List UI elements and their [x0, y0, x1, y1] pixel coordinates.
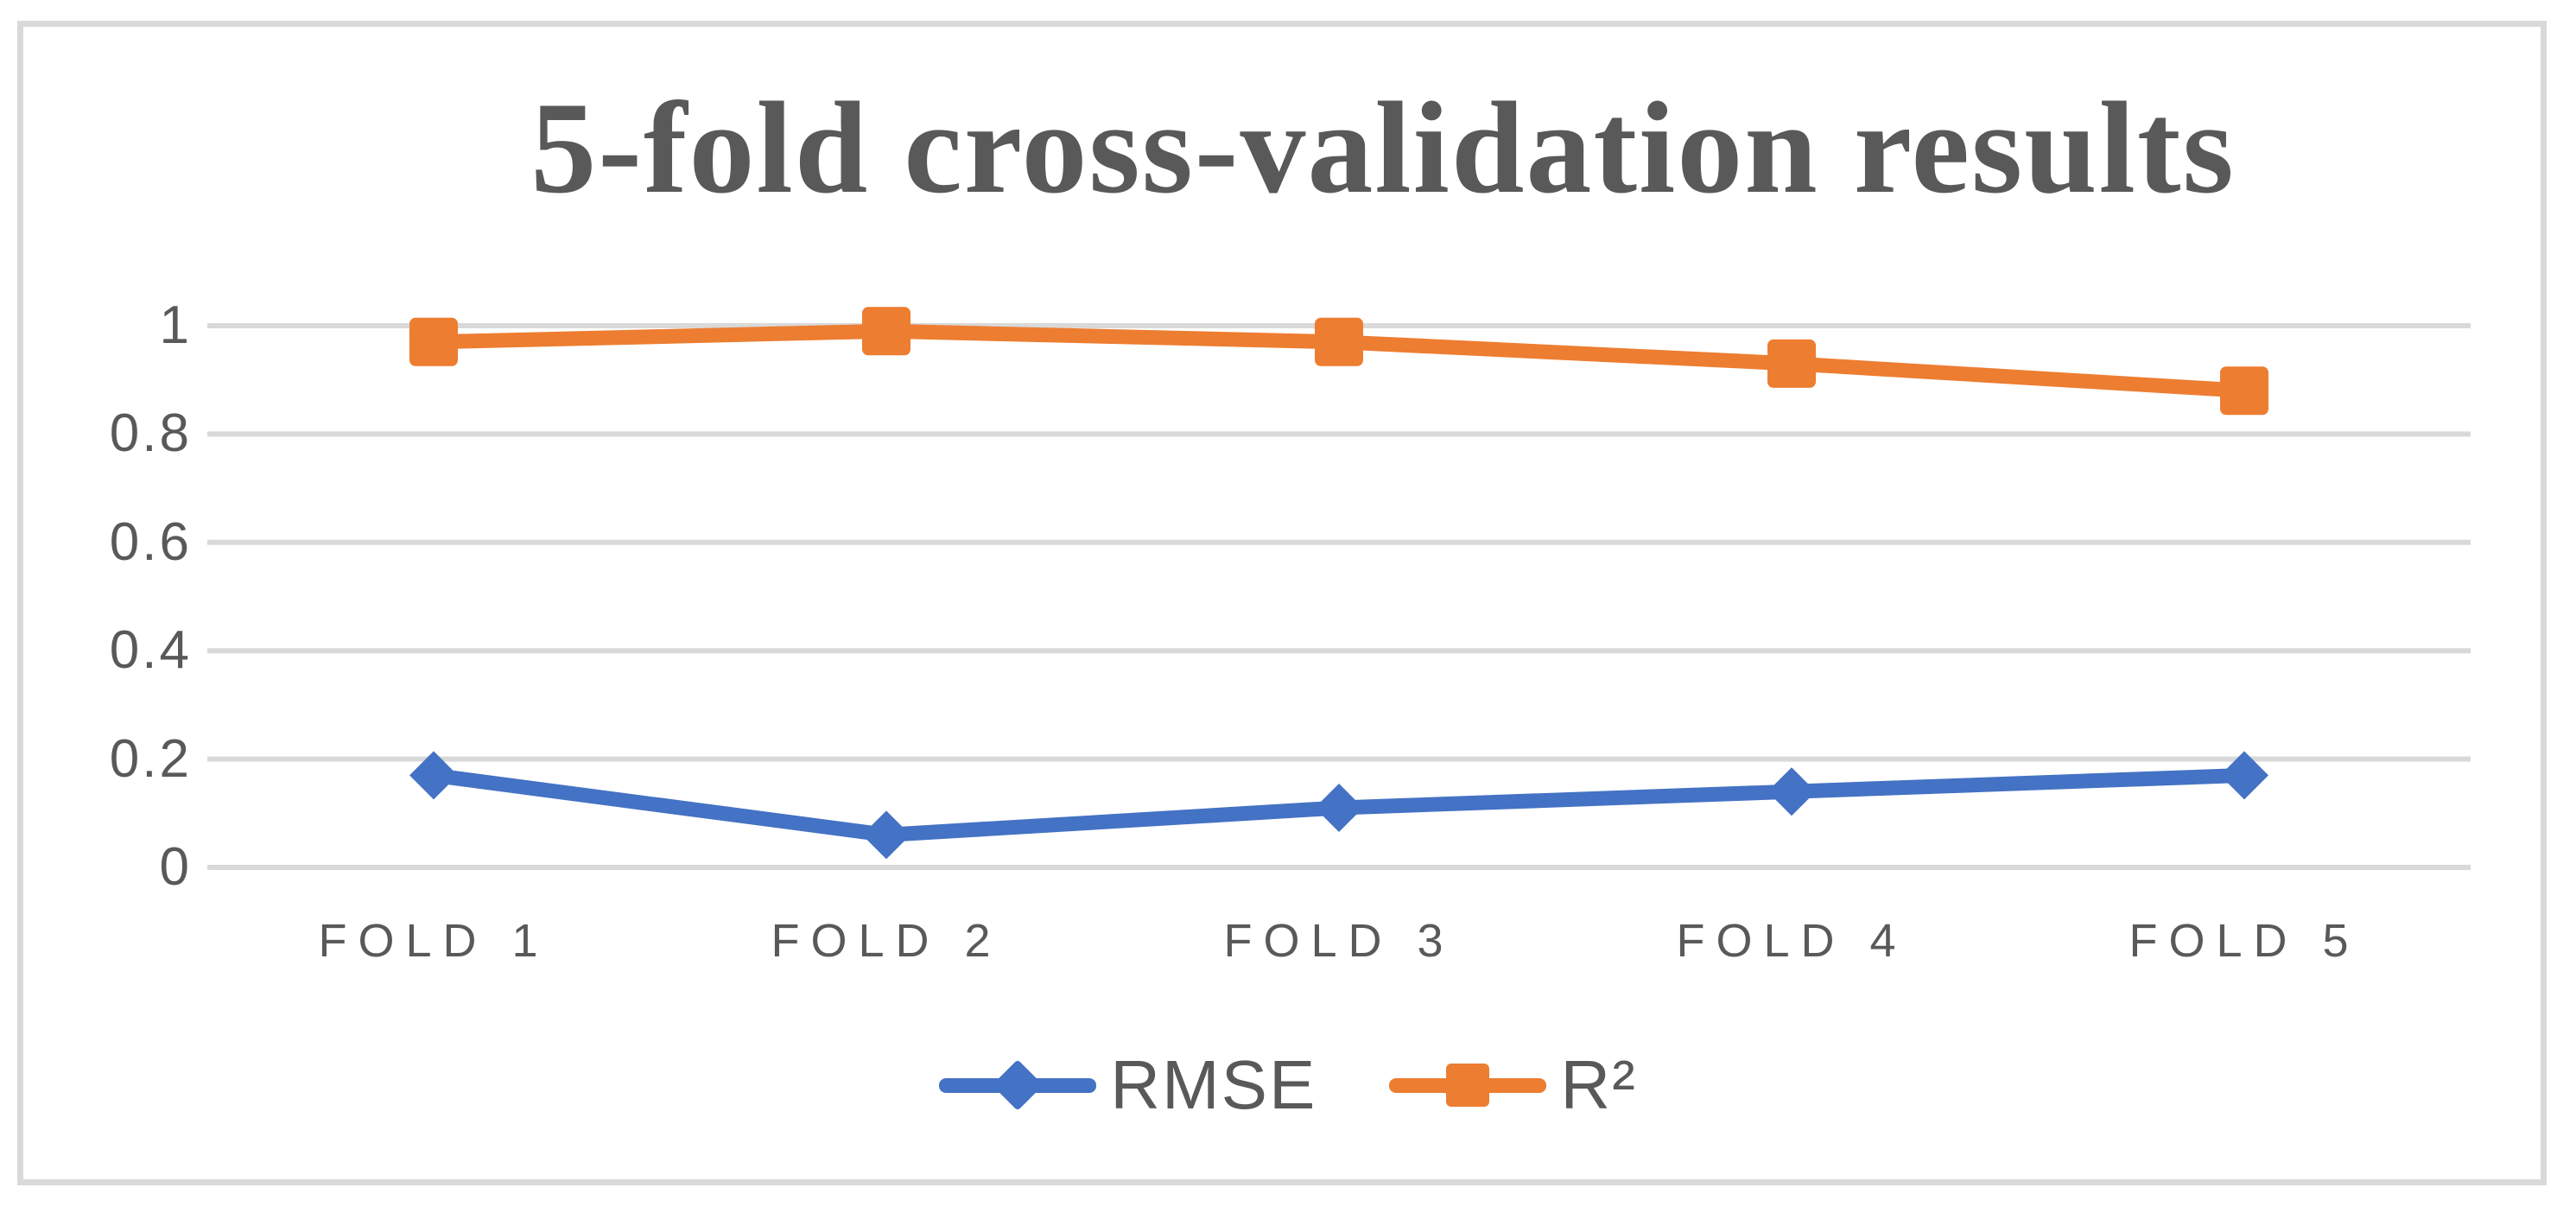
series-marker-1 — [1315, 317, 1363, 366]
series-marker-1 — [409, 317, 458, 366]
x-axis-label: FOLD 5 — [2129, 915, 2360, 967]
series-marker-0 — [862, 810, 910, 860]
x-axis-label: FOLD 1 — [318, 915, 549, 967]
y-tick-label: 0.8 — [109, 403, 192, 464]
rmse-legend-label: RMSE — [1110, 1046, 1317, 1123]
series-marker-0 — [1767, 767, 1816, 816]
x-axis-label: FOLD 2 — [771, 915, 1002, 967]
x-axis-label: FOLD 4 — [1676, 915, 1907, 967]
legend: RMSE R² — [0, 1045, 2576, 1125]
series-marker-0 — [2220, 751, 2268, 800]
y-tick-label: 0.6 — [109, 511, 192, 572]
series-marker-0 — [409, 751, 458, 800]
series-marker-0 — [1315, 784, 1363, 833]
chart-title: 5-fold cross-validation results — [530, 75, 2236, 220]
y-tick-label: 0 — [159, 837, 192, 897]
chart-border-frame — [17, 21, 2547, 1185]
series-marker-1 — [862, 307, 910, 356]
y-tick-label: 1 — [159, 295, 192, 355]
legend-item-rmse: RMSE — [939, 1045, 1317, 1125]
x-axis-label: FOLD 3 — [1223, 915, 1455, 967]
y-tick-label: 0.4 — [109, 620, 192, 681]
r2-legend-line — [1389, 1064, 1547, 1107]
rmse-diamond-icon — [992, 1059, 1044, 1111]
y-tick-label: 0.2 — [109, 728, 192, 789]
series-marker-1 — [2220, 366, 2268, 416]
plot-area — [207, 307, 2471, 870]
rmse-legend-line — [939, 1059, 1097, 1111]
series-marker-1 — [1767, 339, 1816, 388]
r2-legend-label: R² — [1560, 1046, 1637, 1123]
r2-square-icon — [1446, 1064, 1490, 1107]
legend-item-r2: R² — [1389, 1045, 1636, 1125]
